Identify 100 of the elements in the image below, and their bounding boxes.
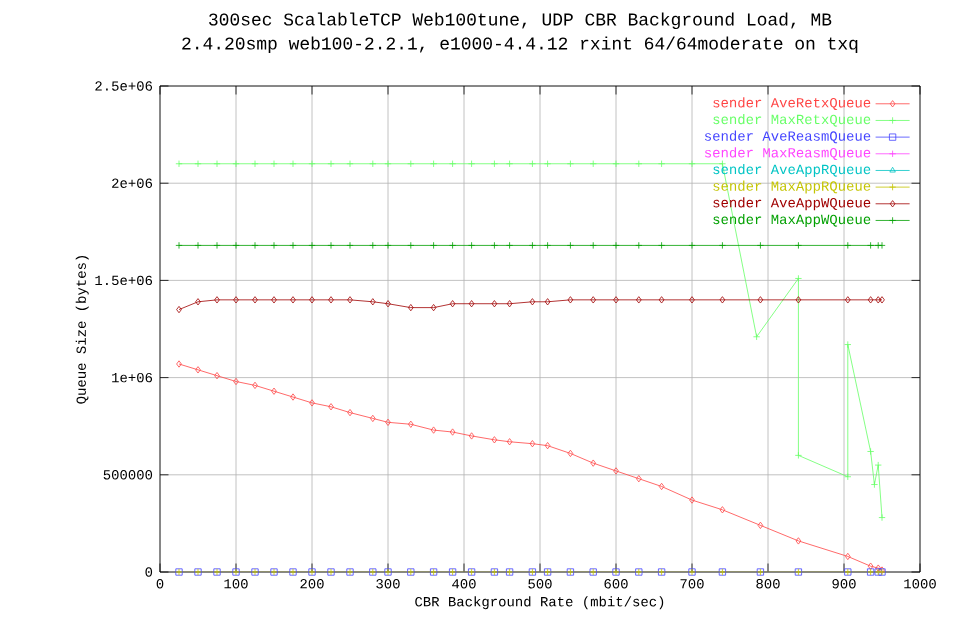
- point: [213, 160, 221, 168]
- point: [407, 160, 415, 168]
- point: [490, 160, 498, 168]
- point: [757, 521, 764, 529]
- point: [271, 387, 277, 395]
- point: [635, 241, 643, 249]
- chart-title: 300sec ScalableTCP Web100tune, UDP CBR Background Load, MB: [209, 12, 832, 30]
- point: [449, 160, 457, 168]
- point: [289, 241, 297, 249]
- point: [589, 160, 597, 168]
- point: [506, 300, 513, 308]
- point: [194, 160, 202, 168]
- point: [491, 436, 498, 444]
- point: [468, 160, 476, 168]
- point: [328, 296, 334, 304]
- point: [689, 296, 695, 304]
- point: [309, 296, 315, 304]
- point: [347, 409, 353, 417]
- point: [718, 241, 726, 249]
- point: [795, 296, 802, 304]
- point: [544, 442, 551, 450]
- point: [449, 241, 457, 249]
- point: [506, 160, 514, 168]
- point: [756, 241, 764, 249]
- point: [309, 399, 315, 407]
- point: [385, 418, 391, 426]
- point: [844, 473, 852, 481]
- point: [308, 160, 316, 168]
- point: [528, 160, 536, 168]
- point: [506, 438, 513, 446]
- point: [308, 241, 316, 249]
- point: [757, 296, 764, 304]
- point: [327, 241, 335, 249]
- point: [636, 475, 642, 483]
- point: [430, 426, 437, 434]
- point: [794, 451, 802, 459]
- point: [232, 241, 240, 249]
- point: [719, 506, 726, 514]
- point: [658, 241, 666, 249]
- point: [233, 377, 239, 386]
- point: [867, 562, 874, 570]
- point: [430, 304, 437, 312]
- point: [844, 340, 852, 349]
- point: [874, 461, 882, 469]
- point: [251, 241, 259, 249]
- point: [753, 333, 761, 341]
- point: [385, 300, 391, 308]
- point: [794, 274, 802, 283]
- point: [346, 241, 354, 249]
- point: [506, 241, 514, 249]
- point: [252, 296, 258, 304]
- point: [613, 296, 619, 304]
- point: [567, 449, 574, 457]
- point: [384, 241, 392, 249]
- point: [688, 241, 696, 249]
- point: [590, 459, 596, 467]
- point: [635, 160, 643, 168]
- point: [867, 241, 875, 249]
- point: [719, 296, 726, 304]
- point: [270, 160, 278, 168]
- point: [346, 160, 354, 168]
- point: [271, 296, 277, 304]
- point: [233, 296, 239, 304]
- point: [867, 447, 875, 456]
- point: [589, 241, 597, 249]
- point: [407, 241, 415, 249]
- point: [468, 300, 475, 308]
- point: [232, 160, 240, 168]
- point: [290, 393, 296, 401]
- point: [567, 296, 574, 304]
- point: [658, 482, 665, 491]
- point: [544, 160, 552, 168]
- point: [566, 241, 574, 249]
- point: [214, 296, 220, 304]
- point: [544, 298, 551, 306]
- point: [214, 372, 220, 380]
- point: [689, 496, 695, 504]
- point: [449, 300, 456, 308]
- point: [194, 241, 202, 249]
- point: [195, 366, 201, 374]
- point: [430, 160, 438, 168]
- point: [612, 160, 620, 168]
- point: [491, 300, 498, 308]
- point: [613, 467, 619, 475]
- point: [845, 296, 851, 304]
- point: [468, 432, 475, 440]
- point: [195, 298, 201, 306]
- point: [370, 414, 376, 423]
- point: [370, 298, 376, 306]
- point: [844, 241, 852, 249]
- point: [449, 428, 456, 436]
- point: [590, 296, 596, 304]
- point: [544, 241, 552, 249]
- point: [636, 296, 642, 304]
- point: [347, 296, 353, 304]
- point: [870, 480, 878, 489]
- point: [658, 160, 666, 168]
- point: [369, 160, 377, 168]
- point: [612, 241, 620, 249]
- point: [251, 160, 259, 168]
